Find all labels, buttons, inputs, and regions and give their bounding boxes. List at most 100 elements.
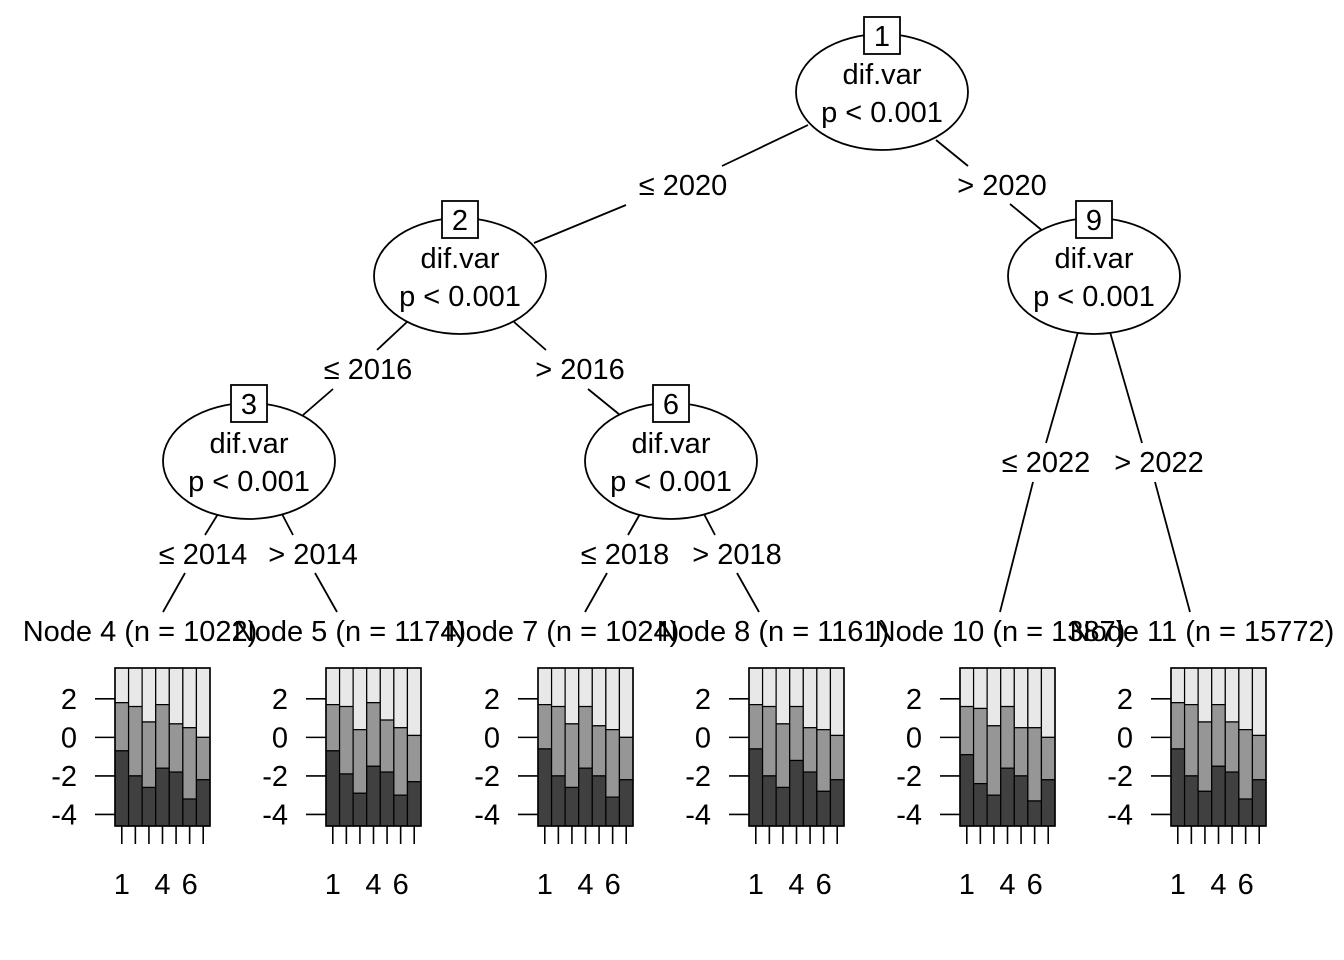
y-tick-label: -4	[1107, 799, 1133, 831]
node-pvalue: p < 0.001	[821, 97, 943, 129]
bar-segment-light	[1211, 667, 1226, 706]
bar-segment-light	[578, 667, 593, 708]
bar-segment-mid	[379, 719, 395, 773]
terminal-plot: 2 0 -2 -4 1 4 6	[51, 667, 211, 901]
node-id: 9	[1086, 205, 1102, 237]
bar-segment-mid	[550, 705, 566, 777]
edge-line-6-7	[627, 513, 641, 536]
bar-segment-mid	[748, 704, 764, 750]
bar-segment-dark	[802, 771, 818, 827]
bar-segment-mid	[972, 707, 988, 785]
x-tick-label: 4	[154, 869, 170, 901]
bar-segment-mid	[1013, 727, 1029, 777]
bar-segment-mid	[168, 723, 184, 773]
bar-segment-mid	[591, 725, 607, 777]
bar-segment-light	[1013, 667, 1029, 729]
bar-segment-mid	[537, 704, 553, 750]
edge-line-2-3	[376, 321, 408, 351]
terminal-title: Node 5 (n = 1174)	[234, 616, 466, 648]
bar-segment-mid	[1183, 704, 1199, 777]
x-tick-label: 4	[1210, 869, 1226, 901]
x-tick-label: 1	[748, 869, 764, 901]
bar-segment-mid	[1027, 727, 1043, 802]
node-id-box	[652, 384, 690, 423]
y-tick-label: 2	[61, 684, 77, 716]
y-tick-label: -2	[474, 761, 500, 793]
edge-line-3-5	[281, 513, 294, 536]
bar-segment-light	[802, 667, 818, 729]
x-tick-label: 1	[959, 869, 975, 901]
plot-frame	[959, 667, 1056, 827]
bar-segment-light	[748, 667, 764, 706]
node-pvalue: p < 0.001	[1033, 281, 1155, 313]
edge-line-1-2	[721, 124, 809, 167]
terminal-plot: 2 0 -2 -4 1 4 6	[262, 667, 422, 901]
bar-segment-light	[605, 667, 621, 731]
bar-segment-dark	[168, 771, 184, 827]
bar-segment-dark	[959, 754, 975, 827]
node-id-box	[1075, 200, 1113, 239]
bar-segment-dark	[564, 786, 580, 827]
x-tick-label: 1	[325, 869, 341, 901]
bar-segment-dark	[816, 790, 832, 827]
bar-segment-light	[1251, 667, 1267, 737]
y-tick-label: 0	[906, 722, 922, 754]
bar-segment-mid	[1170, 702, 1186, 750]
x-tick-label: 6	[1238, 869, 1254, 901]
bar-segment-dark	[761, 775, 777, 827]
bar-segment-light	[537, 667, 553, 706]
bar-segment-light	[325, 667, 341, 706]
bar-segment-dark	[829, 779, 845, 827]
bar-segment-dark	[1211, 765, 1226, 827]
edge-line-3-5b	[314, 572, 338, 613]
bar-segment-dark	[775, 786, 791, 827]
bar-segment-mid	[155, 704, 170, 769]
bar-segment-mid	[816, 729, 832, 792]
bar-segment-light	[1000, 667, 1015, 708]
y-tick-label: 0	[272, 722, 288, 754]
y-tick-label: 2	[272, 684, 288, 716]
bar-segment-light	[114, 667, 130, 704]
x-tick-label: 1	[1170, 869, 1186, 901]
bar-segment-dark	[1013, 775, 1029, 827]
bar-segment-dark	[537, 748, 553, 827]
y-tick-label: -2	[51, 761, 77, 793]
bar-segment-mid	[1251, 734, 1267, 781]
plot-frame	[537, 667, 634, 827]
bar-segment-light	[195, 667, 211, 738]
bar-segment-dark	[141, 786, 157, 827]
x-tick-label: 6	[393, 869, 409, 901]
bar-segment-light	[829, 667, 845, 737]
bar-segment-mid	[829, 734, 845, 781]
tree-edges	[162, 124, 1191, 613]
bar-segment-light	[127, 667, 143, 708]
bar-segment-light	[141, 667, 157, 723]
node-id-box	[441, 200, 479, 239]
bar-segment-light	[972, 667, 988, 710]
bar-segment-dark	[986, 794, 1002, 827]
bar-segment-dark	[618, 779, 634, 827]
y-tick-label: 2	[1117, 684, 1133, 716]
edge-line-6-8b	[736, 572, 760, 613]
x-tick-label: 6	[605, 869, 621, 901]
bar-segment-dark	[1238, 798, 1254, 827]
edge-label: > 2016	[535, 354, 625, 386]
bar-segment-light	[1170, 667, 1186, 704]
bar-segment-mid	[578, 705, 593, 769]
bar-segment-mid	[986, 725, 1002, 796]
bar-segment-dark	[1027, 800, 1043, 827]
edge-line-6-8	[703, 513, 716, 536]
bar-segment-mid	[618, 736, 634, 781]
node-variable: dif.var	[1055, 243, 1134, 275]
bar-segment-light	[168, 667, 184, 725]
bar-segment-light	[618, 667, 634, 738]
y-tick-label: 2	[906, 684, 922, 716]
bar-segment-dark	[1224, 771, 1240, 827]
bar-segment-mid	[605, 729, 621, 798]
terminal-title: Node 7 (n = 1024)	[445, 616, 680, 648]
x-tick-label: 1	[537, 869, 553, 901]
y-tick-label: -4	[474, 799, 500, 831]
y-tick-label: -4	[51, 799, 77, 831]
terminal-plot: 2 0 -2 -4 1 4 6	[474, 667, 634, 901]
bar-segment-mid	[127, 705, 143, 777]
